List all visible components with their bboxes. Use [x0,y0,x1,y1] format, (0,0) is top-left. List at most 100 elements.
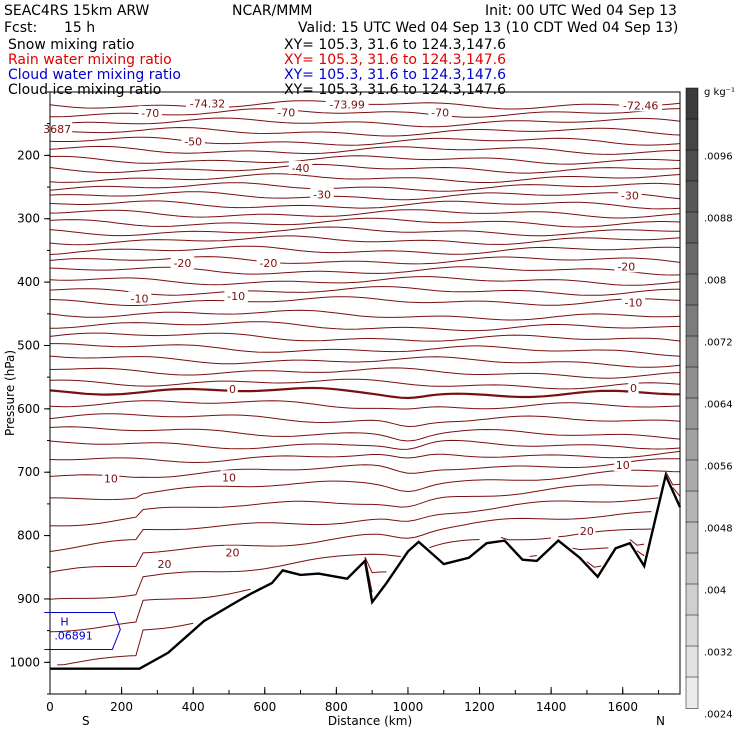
isotherm-line [49,458,681,478]
isotherm-line [49,191,681,201]
colorbar-label: .0056 [704,461,733,472]
cloud-water-max-value: .06891 [54,629,92,642]
isotherm-line [49,367,681,379]
colorbar-swatch [685,180,699,213]
contour-label-bg [614,458,632,472]
contour-label: 10 [616,459,630,472]
x-tick-label: 1400 [536,700,567,714]
isotherm-line [49,276,681,286]
contour-label: -73.99 [329,99,364,112]
contour-label: 10 [104,473,118,486]
cloud-water-contour [44,611,121,650]
y-tick-label: 300 [17,212,40,226]
isotherm-line [50,503,680,599]
isotherm-line [49,355,681,368]
contour-label-bg [310,187,334,201]
legend-rain-xy: XY= 105.3, 31.6 to 124.3,147.6 [284,52,507,68]
contour-label-bg [227,382,238,396]
legend-cloud-water-name: Cloud water mixing ratio [8,67,181,83]
isotherm-line [49,426,681,442]
legend-cloud-ice-xy: XY= 105.3, 31.6 to 124.3,147.6 [284,82,507,98]
valid-time: Valid: 15 UTC Wed 04 Sep 13 (10 CDT Wed … [298,20,679,36]
colorbar-swatch [685,397,699,430]
colorbar-swatch [685,242,699,275]
contour-label-bg [628,380,639,394]
y-tick-label: 700 [17,465,40,479]
contour-label: -70 [141,107,159,120]
contour-label: -74.32 [190,97,225,110]
cloud-water-max-marker: H [60,615,68,628]
contour-label-bg [224,545,242,559]
contour-label: -10 [131,293,149,306]
colorbar-unit: g kg⁻¹ [704,87,735,98]
y-tick-label: 600 [17,402,40,416]
isotherm-line [49,235,681,246]
isotherm-line [50,343,681,357]
colorbar-swatch [685,428,699,461]
organization: NCAR/MMM [232,3,313,19]
colorbar-swatch [685,676,699,709]
isotherm-line [49,309,681,321]
colorbar-swatch [685,459,699,492]
x-tick-label: 1600 [607,700,638,714]
x-tick-label: 200 [110,700,133,714]
isotherm-line [49,450,681,464]
x-tick-label: 1200 [464,700,495,714]
legend-snow-xy: XY= 105.3, 31.6 to 124.3,147.6 [284,37,507,53]
colorbar-swatch [685,118,699,151]
south-end-label: S [82,714,90,728]
y-tick-label: 800 [17,529,40,543]
isotherm-line [49,145,681,155]
contour-label: -70 [277,106,295,119]
contour-label-bg [181,134,205,148]
isotherm-line [49,439,681,450]
isotherm-line [50,469,681,501]
contour-label: 20 [580,525,594,538]
init-time: Init: 00 UTC Wed 04 Sep 13 [485,3,677,19]
legend-rain-name: Rain water mixing ratio [8,52,172,68]
terrain-line [50,471,682,670]
legend-cloud-ice-name: Cloud ice mixing ratio [8,82,162,98]
contour-label: -10 [227,290,245,303]
isotherm-line [49,126,681,137]
isotherm-line [49,266,681,276]
contour-label-bg [138,105,162,119]
colorbar-swatch [685,366,699,399]
isotherm-line [49,286,680,296]
colorbar-swatch [685,304,699,337]
contour-label: -30 [313,189,331,202]
y-axis-title: Pressure (hPa) [3,350,17,436]
contour-label: -72.46 [623,99,658,112]
temperature-contours [49,100,681,665]
x-tick-label: 800 [325,700,348,714]
contour-label: -50 [184,135,202,148]
isotherm-line [50,321,681,332]
colorbar-label: .0032 [704,647,733,658]
contour-label-bg [619,98,663,112]
contour-label-bg [127,291,152,305]
isotherm-line [49,117,681,128]
contour-label: -30 [621,189,639,202]
forecast-hour: 15 h [64,20,96,36]
contour-label: -20 [173,257,191,270]
contour-label-bg [220,470,238,484]
contour-label-bg [578,524,596,538]
y-tick-label: 500 [17,338,40,352]
isotherm-line [49,226,681,237]
contour-label: -40 [292,162,310,175]
contour-label: -20 [259,257,277,270]
contour-label-bg [170,256,195,270]
contour-label-bg [274,105,298,119]
contour-label: -10 [624,296,642,309]
contour-label-bg [621,295,646,309]
colorbar-swatch [685,87,699,120]
forecast-label: Fcst: [4,20,38,36]
colorbar-swatch [685,273,699,306]
colorbar-swatch [685,552,699,585]
colorbar-swatch [685,149,699,182]
colorbar-swatch [685,645,699,678]
isotherm-line [49,136,681,146]
y-tick-label: 400 [17,275,40,289]
isotherm-line [49,487,681,552]
